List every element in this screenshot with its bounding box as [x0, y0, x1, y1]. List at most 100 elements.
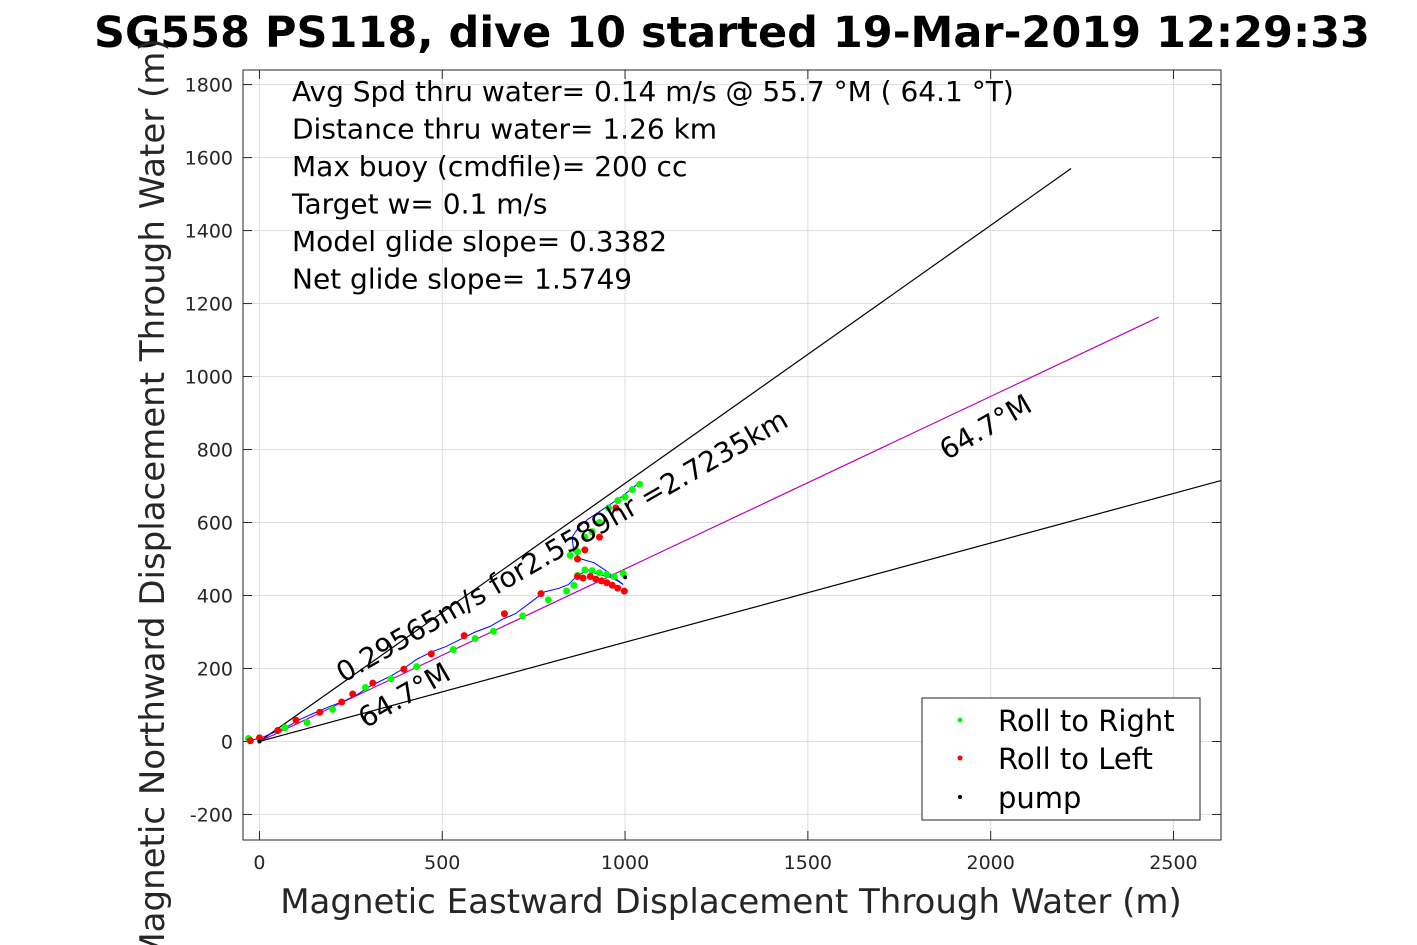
- roll-right-point: [610, 573, 618, 581]
- roll-left-point: [338, 698, 346, 706]
- roll-left-point: [614, 584, 622, 592]
- x-tick-label: 500: [424, 852, 460, 874]
- x-axis-label: Magnetic Eastward Displacement Through W…: [280, 882, 1182, 922]
- x-tick-label: 1000: [601, 852, 649, 874]
- roll-left-point: [316, 708, 324, 716]
- roll-left-point: [292, 716, 300, 724]
- roll-left-point: [586, 573, 594, 581]
- roll-left-point: [603, 579, 611, 587]
- y-tick-label: 400: [197, 585, 233, 607]
- stat-line-1: Distance thru water= 1.26 km: [292, 113, 717, 146]
- roll-left-point: [579, 574, 587, 582]
- roll-right-point: [614, 497, 622, 505]
- y-tick-label: 1000: [185, 367, 233, 389]
- roll-left-point: [597, 577, 605, 585]
- x-tick-label: 1500: [784, 852, 832, 874]
- roll-left-point: [537, 590, 545, 598]
- roll-right-point: [563, 587, 571, 595]
- roll-right-point: [574, 548, 582, 556]
- roll-left-point: [581, 546, 589, 554]
- y-tick-label: 800: [197, 440, 233, 462]
- roll-left-point: [500, 610, 508, 618]
- y-tick-label: 0: [221, 731, 233, 753]
- roll-left-point: [274, 727, 282, 735]
- reference-lines: [259, 168, 1221, 743]
- y-axis-label: Magnetic Northward Displacement Through …: [133, 38, 173, 945]
- x-tick-label: 0: [253, 852, 265, 874]
- x-tick-label: 2000: [966, 852, 1014, 874]
- legend-marker-pump: [958, 795, 962, 799]
- roll-left-point: [369, 679, 377, 687]
- roll-left-point: [620, 587, 628, 595]
- legend-box: [921, 697, 1201, 821]
- roll-left-point: [460, 632, 468, 640]
- pump-point: [257, 739, 262, 744]
- pump-point: [623, 575, 628, 580]
- reference-line-2: [259, 479, 1221, 743]
- roll-right-point: [519, 612, 527, 620]
- roll-right-point: [621, 493, 629, 501]
- legend-marker-roll-left: [957, 755, 963, 761]
- roll-right-point: [588, 567, 596, 575]
- stats-text-block: Avg Spd thru water= 0.14 m/s @ 55.7 °M (…: [291, 75, 1014, 296]
- roll-right-point: [605, 504, 613, 512]
- roll-right-point: [329, 705, 337, 713]
- roll-left-point: [349, 690, 357, 698]
- legend: Roll to Right Roll to Left pump: [921, 697, 1201, 821]
- roll-right-point: [361, 683, 369, 691]
- roll-right-point: [489, 627, 497, 635]
- roll-right-point: [281, 724, 289, 732]
- stat-line-5: Net glide slope= 1.5749: [292, 263, 632, 296]
- roll-right-point: [595, 569, 603, 577]
- roll-right-point: [387, 675, 395, 683]
- y-tick-label: 1600: [185, 148, 233, 170]
- roll-right-point: [570, 581, 578, 589]
- roll-right-point: [581, 566, 589, 574]
- roll-left-point: [574, 555, 582, 563]
- roll-right-point: [628, 486, 636, 494]
- roll-right-point: [588, 528, 596, 536]
- chart-title: SG558 PS118, dive 10 started 19-Mar-2019…: [94, 8, 1370, 58]
- y-tick-label: -200: [190, 804, 233, 826]
- stat-line-2: Max buoy (cmdfile)= 200 cc: [292, 150, 687, 183]
- roll-left-point: [595, 533, 603, 541]
- legend-label-roll-right: Roll to Right: [998, 704, 1175, 738]
- roll-left-point: [608, 581, 616, 589]
- reference-line-0: [259, 168, 1072, 742]
- roll-left-point: [427, 650, 435, 658]
- roll-right-point: [595, 519, 603, 527]
- stat-line-3: Target w= 0.1 m/s: [291, 188, 548, 221]
- stat-line-0: Avg Spd thru water= 0.14 m/s @ 55.7 °M (…: [292, 75, 1014, 108]
- roll-left-points: [246, 504, 628, 745]
- y-tick-label: 200: [197, 658, 233, 680]
- roll-left-point: [592, 575, 600, 583]
- y-tick-label: 1200: [185, 294, 233, 316]
- stat-line-4: Model glide slope= 0.3382: [292, 225, 667, 258]
- roll-left-point: [400, 665, 408, 673]
- reference-line-1: [259, 316, 1160, 743]
- y-tick-label: 1400: [185, 221, 233, 243]
- pump-points: [257, 575, 628, 744]
- y-tick-label: 1800: [185, 75, 233, 97]
- roll-right-point: [413, 663, 421, 671]
- roll-right-point: [303, 718, 311, 726]
- y-tick-label: 600: [197, 513, 233, 535]
- roll-right-point: [566, 551, 574, 559]
- legend-marker-roll-right: [957, 717, 963, 723]
- roll-right-point: [581, 533, 589, 541]
- roll-right-point: [636, 480, 644, 488]
- x-tick-label: 2500: [1149, 852, 1197, 874]
- roll-right-point: [544, 596, 552, 604]
- roll-right-point: [603, 570, 611, 578]
- axis-ticks: 0 500 1000 1500 2000 2500 -200 0 200 400 600 800 100…: [185, 70, 1221, 874]
- roll-right-point: [471, 635, 479, 643]
- legend-label-roll-left: Roll to Left: [998, 742, 1153, 776]
- roll-left-point: [574, 573, 582, 581]
- roll-left-point: [612, 504, 620, 512]
- roll-left-point: [255, 734, 263, 742]
- roll-right-point: [449, 646, 457, 654]
- roll-left-point: [246, 737, 254, 745]
- roll-right-points: [244, 480, 644, 743]
- legend-label-pump: pump: [998, 781, 1081, 815]
- plot-frame: [242, 69, 1222, 841]
